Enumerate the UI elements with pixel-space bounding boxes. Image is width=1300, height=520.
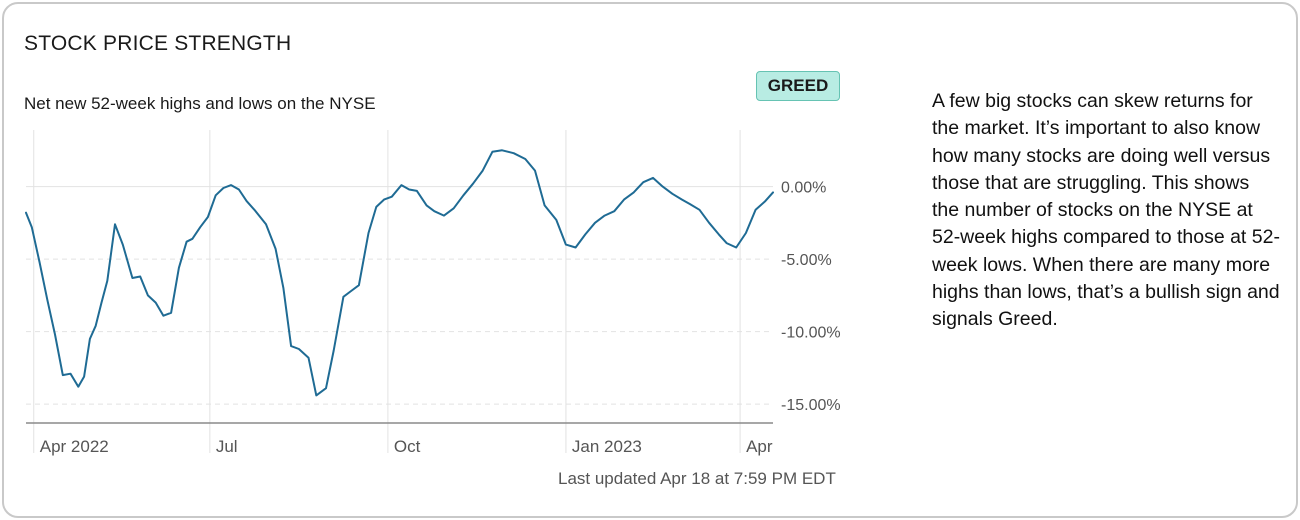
x-tick-label: Jul	[216, 437, 238, 456]
y-tick-label: -15.00%	[781, 397, 841, 414]
y-tick-label: -5.00%	[781, 252, 832, 269]
last-updated-label: Last updated Apr 18 at 7:59 PM EDT	[558, 469, 836, 488]
card-title: STOCK PRICE STRENGTH	[24, 32, 292, 55]
series-line	[25, 149, 774, 397]
y-tick-label: -10.00%	[781, 325, 841, 342]
description-text: A few big stocks can skew returns for th…	[932, 90, 1280, 331]
sentiment-badge: GREED	[756, 71, 840, 101]
line-chart: 0.00% -5.00% -10.00% -15.00% Apr 2022 Jul Oct J…	[25, 130, 841, 456]
chart-series	[25, 149, 774, 397]
x-tick-label: Apr	[746, 437, 773, 456]
x-tick-label: Apr 2022	[40, 437, 109, 456]
x-tick-label: Jan 2023	[572, 437, 642, 456]
chart-axes: 0.00% -5.00% -10.00% -15.00% Apr 2022 Jul Oct J…	[26, 180, 841, 456]
chart-gridlines	[26, 130, 773, 453]
chart-subtitle: Net new 52-week highs and lows on the NY…	[24, 94, 376, 113]
y-tick-label: 0.00%	[781, 180, 826, 197]
x-tick-label: Oct	[394, 437, 421, 456]
